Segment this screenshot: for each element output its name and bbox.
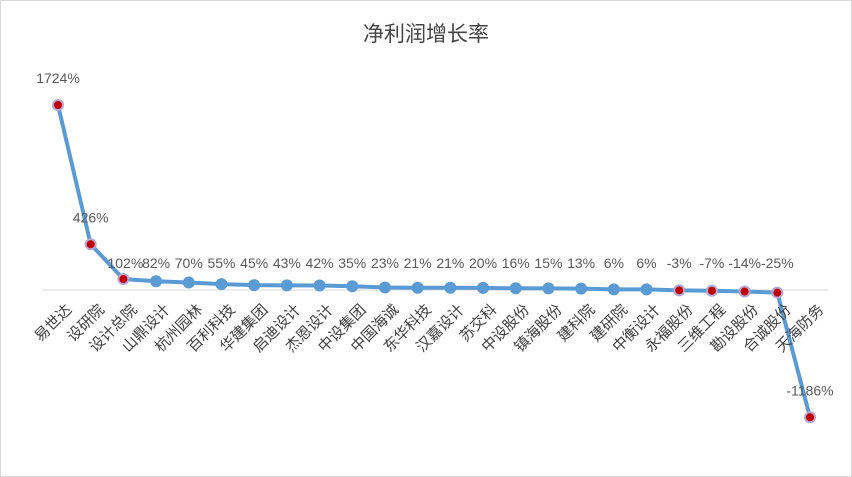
- data-point: [509, 282, 522, 295]
- data-point: [673, 284, 686, 297]
- data-label: 70%: [175, 255, 203, 271]
- data-label: 16%: [502, 255, 530, 271]
- data-label: -14%: [728, 255, 761, 271]
- data-label: 20%: [469, 255, 497, 271]
- data-label: 6%: [636, 255, 656, 271]
- data-label: -25%: [761, 255, 794, 271]
- data-label: -7%: [699, 255, 724, 271]
- data-point: [248, 279, 261, 292]
- data-label: 1724%: [36, 70, 80, 86]
- data-point: [215, 278, 228, 291]
- data-point: [771, 286, 784, 299]
- data-point: [313, 279, 326, 292]
- data-label: 13%: [567, 255, 595, 271]
- data-label: 23%: [371, 255, 399, 271]
- data-point: [607, 283, 620, 296]
- data-label: 43%: [273, 255, 301, 271]
- data-label: 15%: [534, 255, 562, 271]
- data-label: 21%: [436, 255, 464, 271]
- data-point: [117, 273, 130, 286]
- data-point: [542, 282, 555, 295]
- data-label: 21%: [404, 255, 432, 271]
- data-point: [444, 281, 457, 294]
- data-label: 102%: [107, 255, 143, 271]
- data-point: [346, 280, 359, 293]
- data-point: [84, 238, 97, 251]
- data-point: [640, 283, 653, 296]
- data-point: [804, 411, 816, 424]
- data-label: -3%: [667, 255, 692, 271]
- data-label: 55%: [207, 255, 235, 271]
- series-line: [56, 104, 812, 418]
- data-point: [575, 282, 588, 295]
- data-label: 6%: [604, 255, 624, 271]
- data-label: 35%: [338, 255, 366, 271]
- data-label: 426%: [73, 209, 109, 225]
- data-point: [411, 281, 424, 294]
- data-point: [477, 281, 490, 294]
- data-label: 82%: [142, 255, 170, 271]
- data-point: [150, 275, 163, 288]
- data-label: 42%: [306, 255, 334, 271]
- data-point: [705, 284, 718, 297]
- data-label: 45%: [240, 255, 268, 271]
- data-point: [280, 279, 293, 292]
- data-point: [52, 99, 64, 111]
- data-point: [182, 276, 195, 289]
- data-label: -1186%: [786, 382, 833, 398]
- data-point: [738, 285, 751, 298]
- data-point: [378, 281, 391, 294]
- chart-title: 净利润增长率: [363, 22, 489, 46]
